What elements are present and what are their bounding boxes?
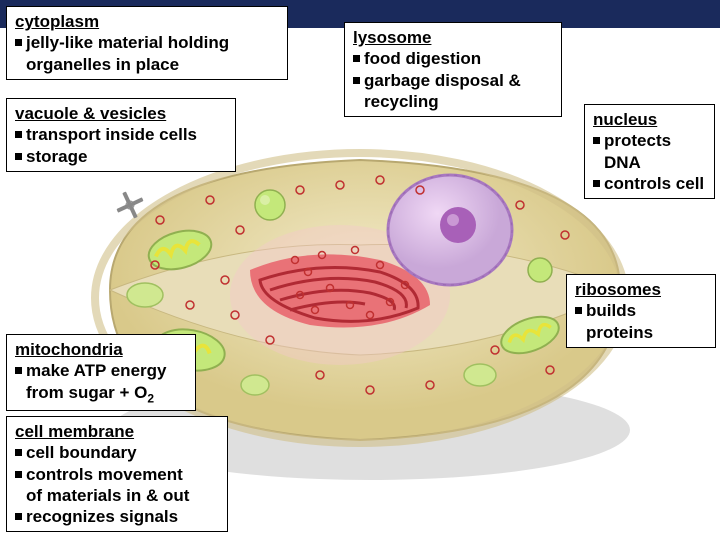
label-nucleus: nucleus protects DNA controls cell (584, 104, 715, 199)
label-ribosomes: ribosomes builds proteins (566, 274, 716, 348)
nucleus-title: nucleus (593, 109, 706, 130)
label-mitochondria: mitochondria make ATP energyfrom sugar +… (6, 334, 196, 411)
lysosome-title: lysosome (353, 27, 553, 48)
label-vacuole: vacuole & vesicles transport inside cell… (6, 98, 236, 172)
cytoplasm-title: cytoplasm (15, 11, 279, 32)
label-membrane: cell membrane cell boundary controls mov… (6, 416, 228, 532)
vacuole-title: vacuole & vesicles (15, 103, 227, 124)
label-lysosome: lysosome food digestion garbage disposal… (344, 22, 562, 117)
ribosomes-title: ribosomes (575, 279, 707, 300)
label-cytoplasm: cytoplasm jelly-like material holdingorg… (6, 6, 288, 80)
membrane-title: cell membrane (15, 421, 219, 442)
mitochondria-title: mitochondria (15, 339, 187, 360)
